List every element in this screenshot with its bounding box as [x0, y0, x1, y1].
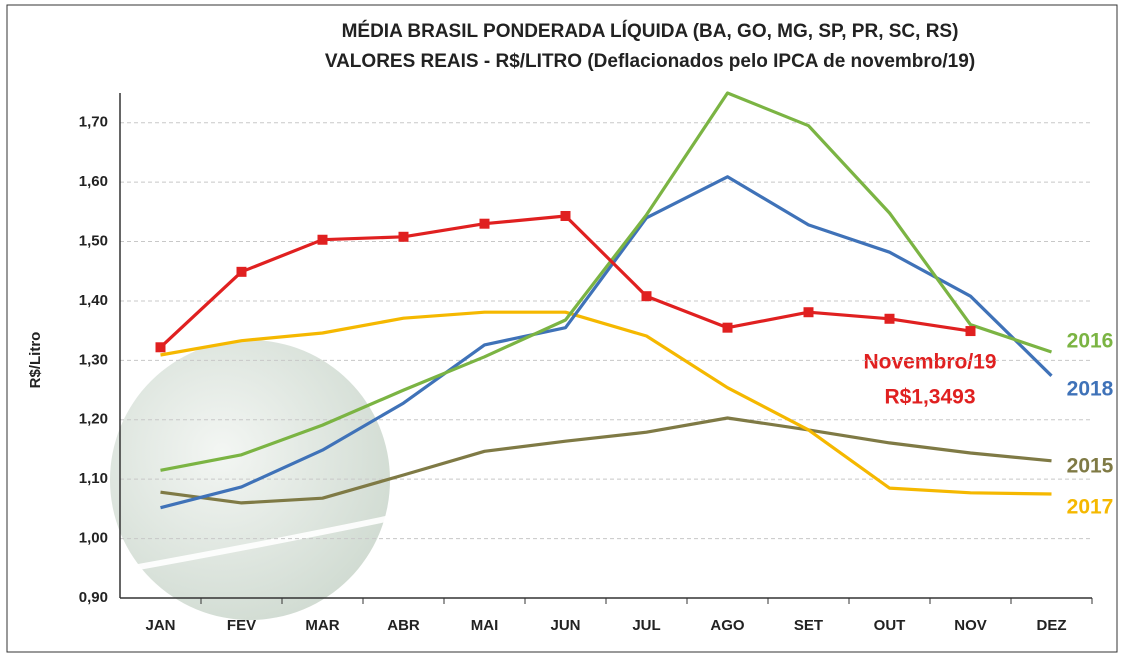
y-tick-label: 1,20: [79, 411, 108, 428]
annotation: Novembro/19: [863, 351, 996, 374]
y-tick-label: 1,40: [79, 292, 108, 309]
x-tick-label: MAR: [305, 617, 339, 634]
x-tick-label: OUT: [874, 617, 906, 634]
point-marker: [722, 322, 733, 333]
y-tick-label: 0,90: [79, 589, 108, 606]
point-marker: [155, 342, 166, 353]
x-tick-label: JUN: [550, 617, 580, 634]
series-label: 2016: [1067, 330, 1114, 353]
background-decoration: [121, 459, 641, 573]
y-tick-label: 1,70: [79, 114, 108, 131]
chart-title: MÉDIA BRASIL PONDERADA LÍQUIDA (BA, GO, …: [342, 20, 959, 42]
x-tick-label: FEV: [227, 617, 256, 634]
y-tick-label: 1,30: [79, 351, 108, 368]
series-line: [160, 175, 1053, 510]
x-tick-label: DEZ: [1037, 617, 1067, 634]
point-marker: [884, 313, 895, 324]
point-marker: [398, 231, 409, 242]
series-line: [160, 310, 1052, 496]
point-marker: [641, 291, 652, 302]
x-tick-label: SET: [794, 617, 823, 634]
series-line: [160, 91, 1053, 472]
point-marker: [317, 234, 328, 245]
chart-subtitle: VALORES REAIS - R$/LITRO (Deflacionados …: [325, 51, 975, 72]
y-tick-label: 1,00: [79, 530, 108, 547]
point-marker: [560, 210, 571, 221]
point-marker: [965, 326, 976, 337]
series-line: [160, 416, 1052, 505]
background-decoration: [110, 340, 390, 620]
x-tick-label: MAI: [471, 617, 499, 634]
x-tick-label: NOV: [954, 617, 987, 634]
y-tick-label: 1,50: [79, 232, 108, 249]
x-tick-label: JAN: [145, 617, 175, 634]
x-tick-label: ABR: [387, 617, 420, 634]
y-tick-label: 1,60: [79, 173, 108, 190]
annotation: R$1,3493: [884, 386, 975, 409]
point-marker: [236, 266, 247, 277]
x-tick-label: JUL: [632, 617, 660, 634]
point-marker: [479, 218, 490, 229]
series-label: 2018: [1067, 377, 1114, 400]
point-marker: [803, 307, 814, 318]
x-tick-label: AGO: [710, 617, 745, 634]
series-label: 2015: [1067, 454, 1114, 477]
y-tick-label: 1,10: [79, 470, 108, 487]
series-label: 2017: [1067, 496, 1114, 519]
y-axis-title: R$/Litro: [27, 332, 44, 389]
